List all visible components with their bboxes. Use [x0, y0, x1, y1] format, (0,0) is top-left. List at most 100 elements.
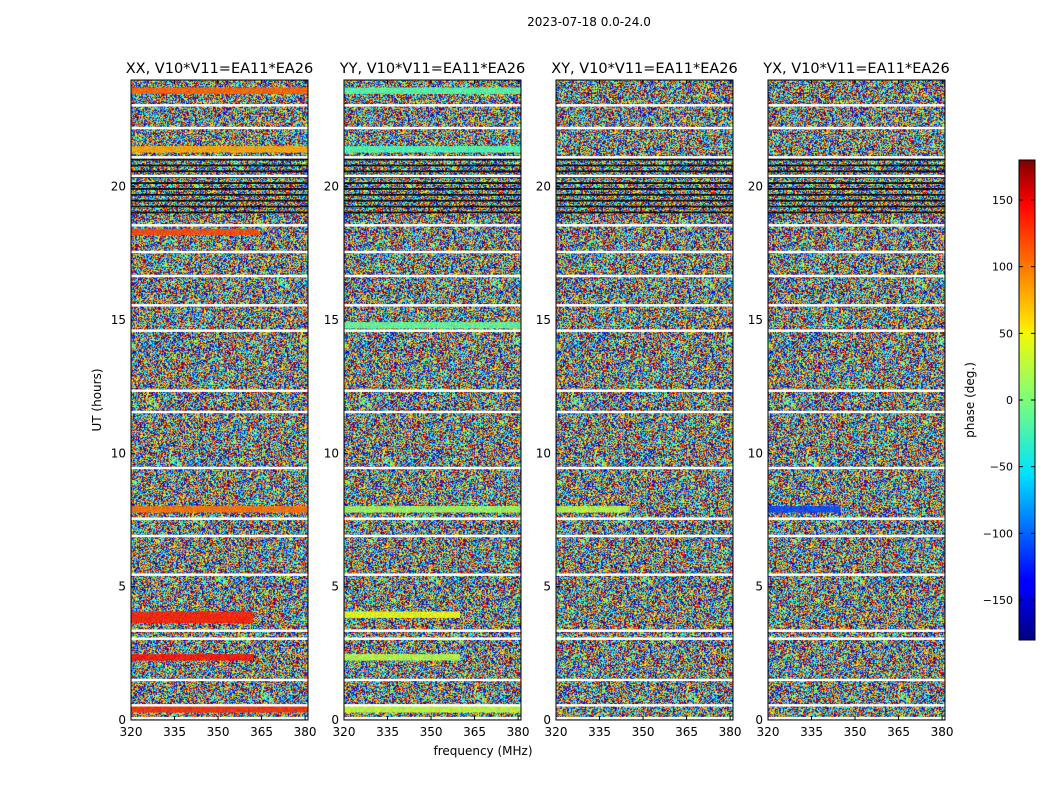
data-gap	[131, 637, 308, 640]
dark-stripe	[768, 199, 945, 202]
coherent-band	[556, 506, 629, 513]
x-tick-label: 320	[545, 725, 568, 739]
data-gap	[344, 629, 521, 632]
dark-stripe	[131, 199, 308, 202]
y-tick-label: 20	[536, 180, 551, 194]
data-gap	[556, 466, 733, 470]
x-tick-label: 365	[887, 725, 910, 739]
data-gap	[556, 389, 733, 392]
dark-stripe	[344, 211, 521, 214]
dark-stripe	[344, 205, 521, 208]
data-gap	[344, 410, 521, 414]
coherent-band	[344, 87, 521, 94]
x-tick-label: 350	[207, 725, 230, 739]
data-gap	[768, 466, 945, 470]
colorbar-tick-label: 100	[992, 261, 1013, 274]
data-gap	[131, 156, 308, 159]
panel-frame	[130, 79, 309, 721]
y-tick-label: 5	[331, 580, 339, 594]
coherent-band	[344, 322, 521, 329]
coherent-band	[344, 654, 461, 661]
y-tick-label: 10	[111, 446, 126, 460]
data-gap	[768, 126, 945, 130]
y-tick-label: 0	[755, 713, 763, 727]
data-gap	[131, 410, 308, 414]
data-gap	[556, 304, 733, 307]
data-gap	[556, 629, 733, 632]
x-tick-label: 350	[420, 725, 443, 739]
colorbar-tick-label: 0	[1006, 394, 1013, 407]
data-gap	[768, 304, 945, 307]
y-tick-label: 0	[543, 713, 551, 727]
data-gap	[768, 250, 945, 254]
data-gap	[131, 274, 308, 278]
dark-stripe	[131, 158, 308, 161]
dark-stripe	[768, 158, 945, 161]
data-gap	[344, 250, 521, 254]
dark-stripe	[768, 188, 945, 190]
dark-stripe	[768, 193, 945, 196]
data-gap	[131, 224, 308, 227]
data-gap	[344, 126, 521, 130]
panel-2: XY, V10*V11=EA11*EA26 320 335 350 365 380 0 5 10…	[536, 61, 742, 739]
data-gap	[768, 678, 945, 682]
dark-stripe	[556, 211, 733, 214]
colorbar-tick-label: 50	[999, 327, 1013, 340]
data-gap	[556, 104, 733, 107]
data-gap	[131, 126, 308, 130]
dark-stripe	[131, 182, 308, 184]
data-gap	[556, 250, 733, 254]
data-gap	[131, 629, 308, 632]
data-gap	[556, 534, 733, 538]
x-tick-label: 335	[800, 725, 823, 739]
data-gap	[768, 329, 945, 332]
data-gap	[344, 678, 521, 682]
data-gap	[344, 716, 521, 720]
dark-stripe	[344, 164, 521, 167]
data-gap	[344, 224, 521, 227]
data-gap	[556, 573, 733, 576]
coherent-band	[131, 506, 308, 513]
dark-stripe	[344, 193, 521, 196]
coherent-band	[131, 611, 253, 618]
x-tick-label: 380	[294, 725, 317, 739]
coherent-band	[131, 87, 308, 94]
panels-group: XX, V10*V11=EA11*EA26 320 335 350 365 380 0 5 10…	[111, 61, 954, 739]
coherent-band	[131, 146, 308, 153]
coherent-band	[768, 506, 841, 513]
y-tick-label: 5	[543, 580, 551, 594]
x-tick-label: 380	[719, 725, 742, 739]
data-gap	[344, 329, 521, 332]
coherent-band	[344, 506, 521, 513]
x-tick-label: 320	[120, 725, 143, 739]
data-gap	[768, 224, 945, 227]
data-gap	[131, 678, 308, 682]
dark-stripe	[556, 188, 733, 190]
data-gap	[131, 174, 308, 178]
dark-stripe	[556, 158, 733, 161]
colorbar-tick-label: −50	[990, 461, 1013, 474]
data-gap	[556, 410, 733, 414]
data-gap	[556, 637, 733, 640]
data-gap	[768, 389, 945, 392]
data-gap	[768, 704, 945, 707]
data-gap	[131, 304, 308, 307]
y-tick-label: 20	[111, 180, 126, 194]
dark-stripe	[131, 164, 308, 167]
data-gap	[131, 534, 308, 538]
y-axis-label: UT (hours)	[90, 368, 104, 431]
coherent-band	[131, 706, 308, 713]
data-gap	[556, 716, 733, 720]
data-gap	[768, 156, 945, 159]
dark-stripe	[556, 164, 733, 167]
data-gap	[768, 104, 945, 107]
data-gap	[344, 304, 521, 307]
data-gap	[556, 174, 733, 178]
dark-stripe	[344, 199, 521, 202]
x-tick-label: 365	[250, 725, 273, 739]
data-gap	[344, 573, 521, 576]
dark-stripe	[556, 193, 733, 196]
data-gap	[344, 156, 521, 159]
dark-stripe	[556, 170, 733, 173]
data-gap	[556, 156, 733, 159]
